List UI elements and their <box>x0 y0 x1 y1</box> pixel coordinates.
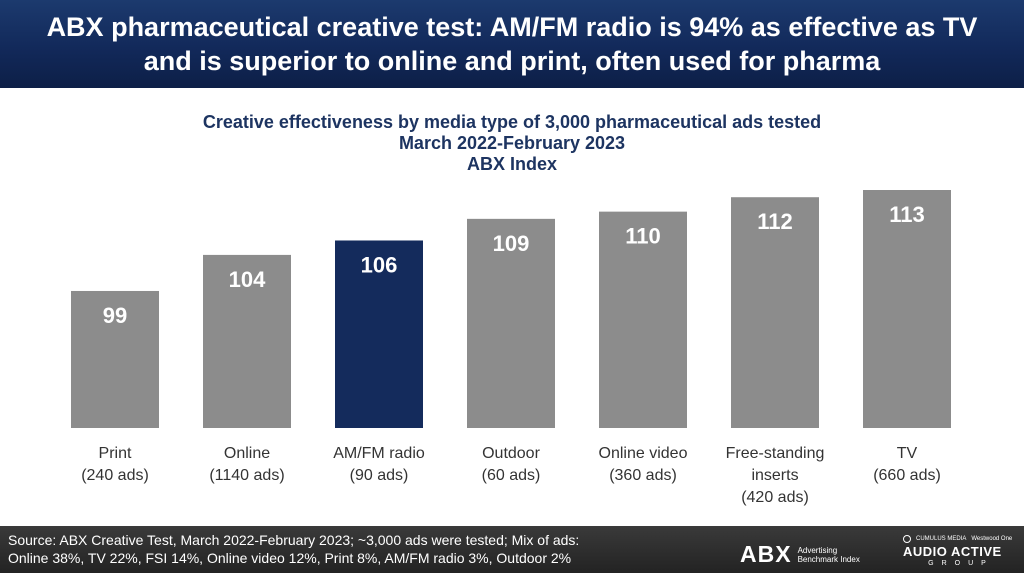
category-label-3-line-0: Outdoor <box>482 445 540 462</box>
bar-3 <box>467 218 555 428</box>
category-label-6: TV (660 ads) <box>873 445 941 484</box>
category-label-0-line-0: Print <box>99 445 132 462</box>
value-label-1: 104 <box>229 267 266 292</box>
bar-6 <box>863 190 951 428</box>
category-label-6-line-0: TV <box>897 445 918 462</box>
chart-title: Creative effectiveness by media type of … <box>0 112 1024 175</box>
aag-logo-group: GROUP <box>928 560 994 567</box>
aag-logo-top: CUMULUS MEDIA Westwood One <box>903 535 1019 543</box>
category-label-3: Outdoor (60 ads) <box>482 445 541 484</box>
source-line-2: Online 38%, TV 22%, FSI 14%, Online vide… <box>8 550 572 566</box>
audio-active-group-logo: CUMULUS MEDIA Westwood One AUDIO ACTIVE … <box>903 535 1019 567</box>
value-label-4: 110 <box>625 224 661 249</box>
category-label-6-line-1: (660 ads) <box>873 467 941 484</box>
aag-top-right: Westwood One <box>971 536 1013 542</box>
category-label-4-line-1: (360 ads) <box>609 467 677 484</box>
headline-title: ABX pharmaceutical creative test: AM/FM … <box>46 12 978 76</box>
category-label-3-line-1: (60 ads) <box>482 467 541 484</box>
chart-title-line-2: March 2022-February 2023 <box>398 133 626 153</box>
abx-logo-sub-1: Advertising <box>797 545 838 555</box>
abx-logo-mark: ABX <box>740 541 792 567</box>
bar-1 <box>203 254 291 428</box>
value-label-3: 109 <box>493 231 530 256</box>
abx-logo-sub-2: Benchmark Index <box>797 554 860 564</box>
category-label-5-line-2: (420 ads) <box>741 489 809 506</box>
category-label-2: AM/FM radio (90 ads) <box>333 445 425 484</box>
bar-5 <box>731 197 819 428</box>
value-label-0: 99 <box>103 303 127 328</box>
category-label-1-line-1: (1140 ads) <box>209 467 284 484</box>
category-label-5-line-0: Free-standing <box>726 445 825 462</box>
chart-title-line-1: Creative effectiveness by media type of … <box>202 112 822 132</box>
category-label-1-line-0: Online <box>224 445 270 462</box>
source-note: Source: ABX Creative Test, March 2022-Fe… <box>8 531 698 567</box>
source-line-1: Source: ABX Creative Test, March 2022-Fe… <box>8 532 580 548</box>
bar-0 <box>71 290 159 428</box>
category-label-0-line-1: (240 ads) <box>81 467 149 484</box>
footer-bar: Source: ABX Creative Test, March 2022-Fe… <box>0 526 1024 573</box>
bar-chart: 99 Print (240 ads) 104 Online (1140 ads) 106 AM… <box>71 190 951 506</box>
category-label-4: Online video (360 ads) <box>599 445 688 484</box>
chart-title-line-3: ABX Index <box>466 154 558 174</box>
cumulus-icon <box>903 535 911 543</box>
value-label-2: 106 <box>361 252 398 277</box>
abx-logo-subtitle: Advertising Benchmark Index <box>798 546 860 564</box>
category-label-2-line-0: AM/FM radio <box>333 445 425 462</box>
abx-logo: ABX Advertising Benchmark Index <box>740 541 860 568</box>
aag-top-left: CUMULUS MEDIA <box>916 536 967 542</box>
category-label-2-line-1: (90 ads) <box>350 467 409 484</box>
headline-banner: ABX pharmaceutical creative test: AM/FM … <box>0 0 1024 88</box>
category-label-0: Print (240 ads) <box>81 445 149 484</box>
category-label-4-line-0: Online video <box>599 445 688 462</box>
category-label-5: Free-standing inserts (420 ads) <box>726 445 825 506</box>
bar-4 <box>599 211 687 428</box>
aag-logo-main: AUDIO ACTIVE <box>903 544 1002 559</box>
category-label-1: Online (1140 ads) <box>209 445 284 484</box>
value-label-6: 113 <box>889 202 925 227</box>
value-label-5: 112 <box>757 209 793 234</box>
category-label-5-line-1: inserts <box>751 467 798 484</box>
bar-2 <box>335 240 423 428</box>
